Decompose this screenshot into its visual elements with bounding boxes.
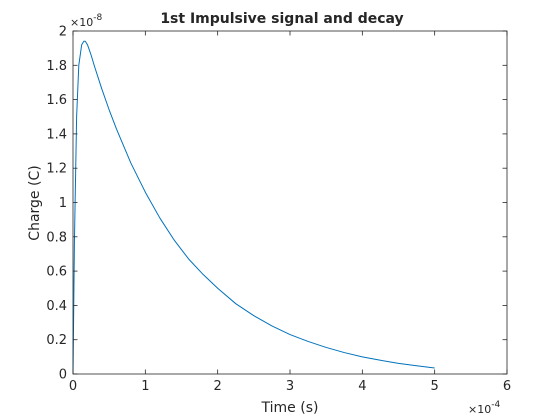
y-tick-label: 1 [59, 196, 67, 211]
y-tick-label: 0.6 [46, 265, 67, 280]
plot-area [73, 31, 507, 374]
series-line [72, 40, 435, 375]
y-tick-label: 0.2 [46, 333, 67, 348]
y-exponent-power: -8 [93, 13, 102, 23]
x-tick-label: 3 [286, 379, 294, 394]
y-tick-label: 1.6 [46, 93, 67, 108]
y-tick-label: 0.4 [46, 299, 67, 314]
tick-layer: 0 1 2 3 4 5 6 0 0.2 0.4 0.6 0.8 1 1.2 1.4 1.6 1.8 2 [46, 25, 511, 395]
x-tick-label: 5 [431, 379, 439, 394]
y-tick-label: 2 [59, 25, 67, 40]
y-tick-label: 0 [59, 368, 67, 383]
x-tick-label: 6 [503, 379, 511, 394]
line-layer [72, 40, 435, 375]
x-tick-label: 0 [69, 379, 77, 394]
x-exponent-base: 10 [477, 403, 491, 416]
y-tick-label: 1.8 [46, 59, 67, 74]
y-tick-label: 0.8 [46, 230, 67, 245]
y-tick-label: 1.2 [46, 162, 67, 177]
x-exponent-power: -4 [491, 400, 500, 410]
y-tick-label: 1.4 [46, 127, 67, 142]
x-axis-label: Time (s) [261, 400, 319, 416]
x-tick-label: 1 [141, 379, 149, 394]
x-tick-label: 4 [358, 379, 366, 394]
chart-title: 1st Impulsive signal and decay [160, 11, 403, 27]
x-tick-label: 2 [214, 379, 222, 394]
y-axis-label: Charge (C) [27, 165, 43, 240]
y-exponent-base: 10 [79, 16, 93, 29]
